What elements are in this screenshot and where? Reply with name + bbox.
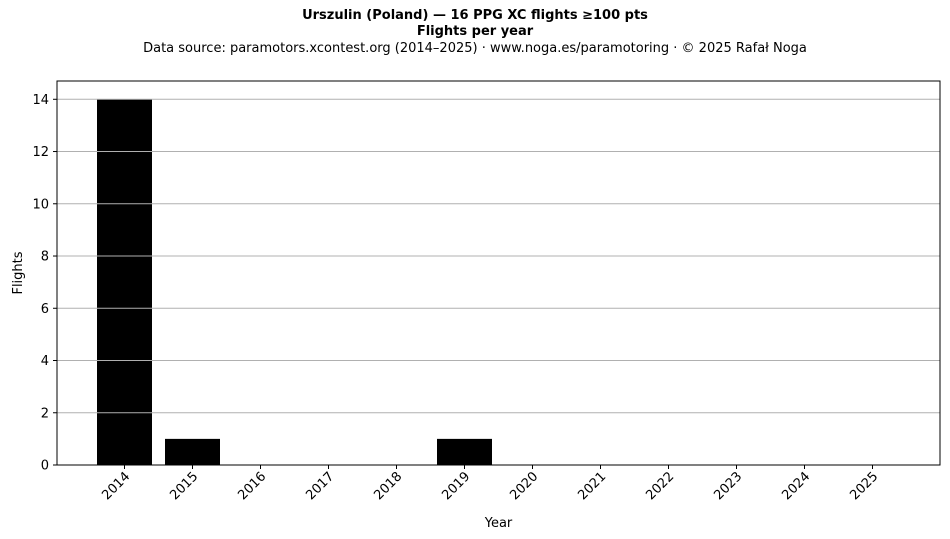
y-tick-label: 6: [41, 302, 49, 317]
chart-title: Urszulin (Poland) — 16 PPG XC flights ≥1…: [302, 8, 648, 23]
x-tick-label: 2017: [303, 469, 337, 503]
x-tick-label: 2018: [371, 469, 405, 503]
chart-source-line: Data source: paramotors.xcontest.org (20…: [143, 41, 807, 56]
bar-2015: [165, 438, 220, 465]
bar-2019: [437, 438, 492, 465]
y-tick-label: 14: [32, 93, 49, 108]
x-tick-label: 2021: [575, 469, 609, 503]
y-tick-label: 4: [41, 354, 49, 369]
bar-2014: [97, 99, 152, 466]
x-tick-label: 2020: [507, 469, 541, 503]
x-tick-label: 2016: [235, 469, 269, 503]
x-tick-label: 2024: [779, 469, 813, 503]
chart-titles: Urszulin (Poland) — 16 PPG XC flights ≥1…: [0, 8, 950, 58]
x-tick-label: 2015: [167, 469, 201, 503]
grid-lines: [57, 98, 940, 414]
y-tick-label: 2: [41, 406, 49, 421]
y-tick-label: 10: [32, 197, 49, 212]
y-tick-label: 0: [41, 459, 49, 474]
y-tick-label: 12: [32, 145, 49, 160]
y-axis-label: Flights: [11, 251, 26, 294]
y-axis: 0 2 4 6 8 10 12 14: [32, 93, 57, 474]
bars: [97, 99, 492, 466]
x-tick-label: 2023: [711, 469, 745, 503]
x-axis-label: Year: [484, 516, 513, 531]
x-tick-label: 2019: [439, 469, 473, 503]
x-axis: 2014 2015 2016 2017 2018 2019 2020 2021 2022 2023…: [99, 465, 881, 503]
y-tick-label: 8: [41, 250, 49, 265]
x-tick-label: 2014: [99, 469, 133, 503]
plot-frame: [56, 80, 941, 466]
x-tick-label: 2022: [643, 469, 677, 503]
x-tick-label: 2025: [847, 469, 881, 503]
chart-subtitle: Flights per year: [416, 24, 534, 39]
